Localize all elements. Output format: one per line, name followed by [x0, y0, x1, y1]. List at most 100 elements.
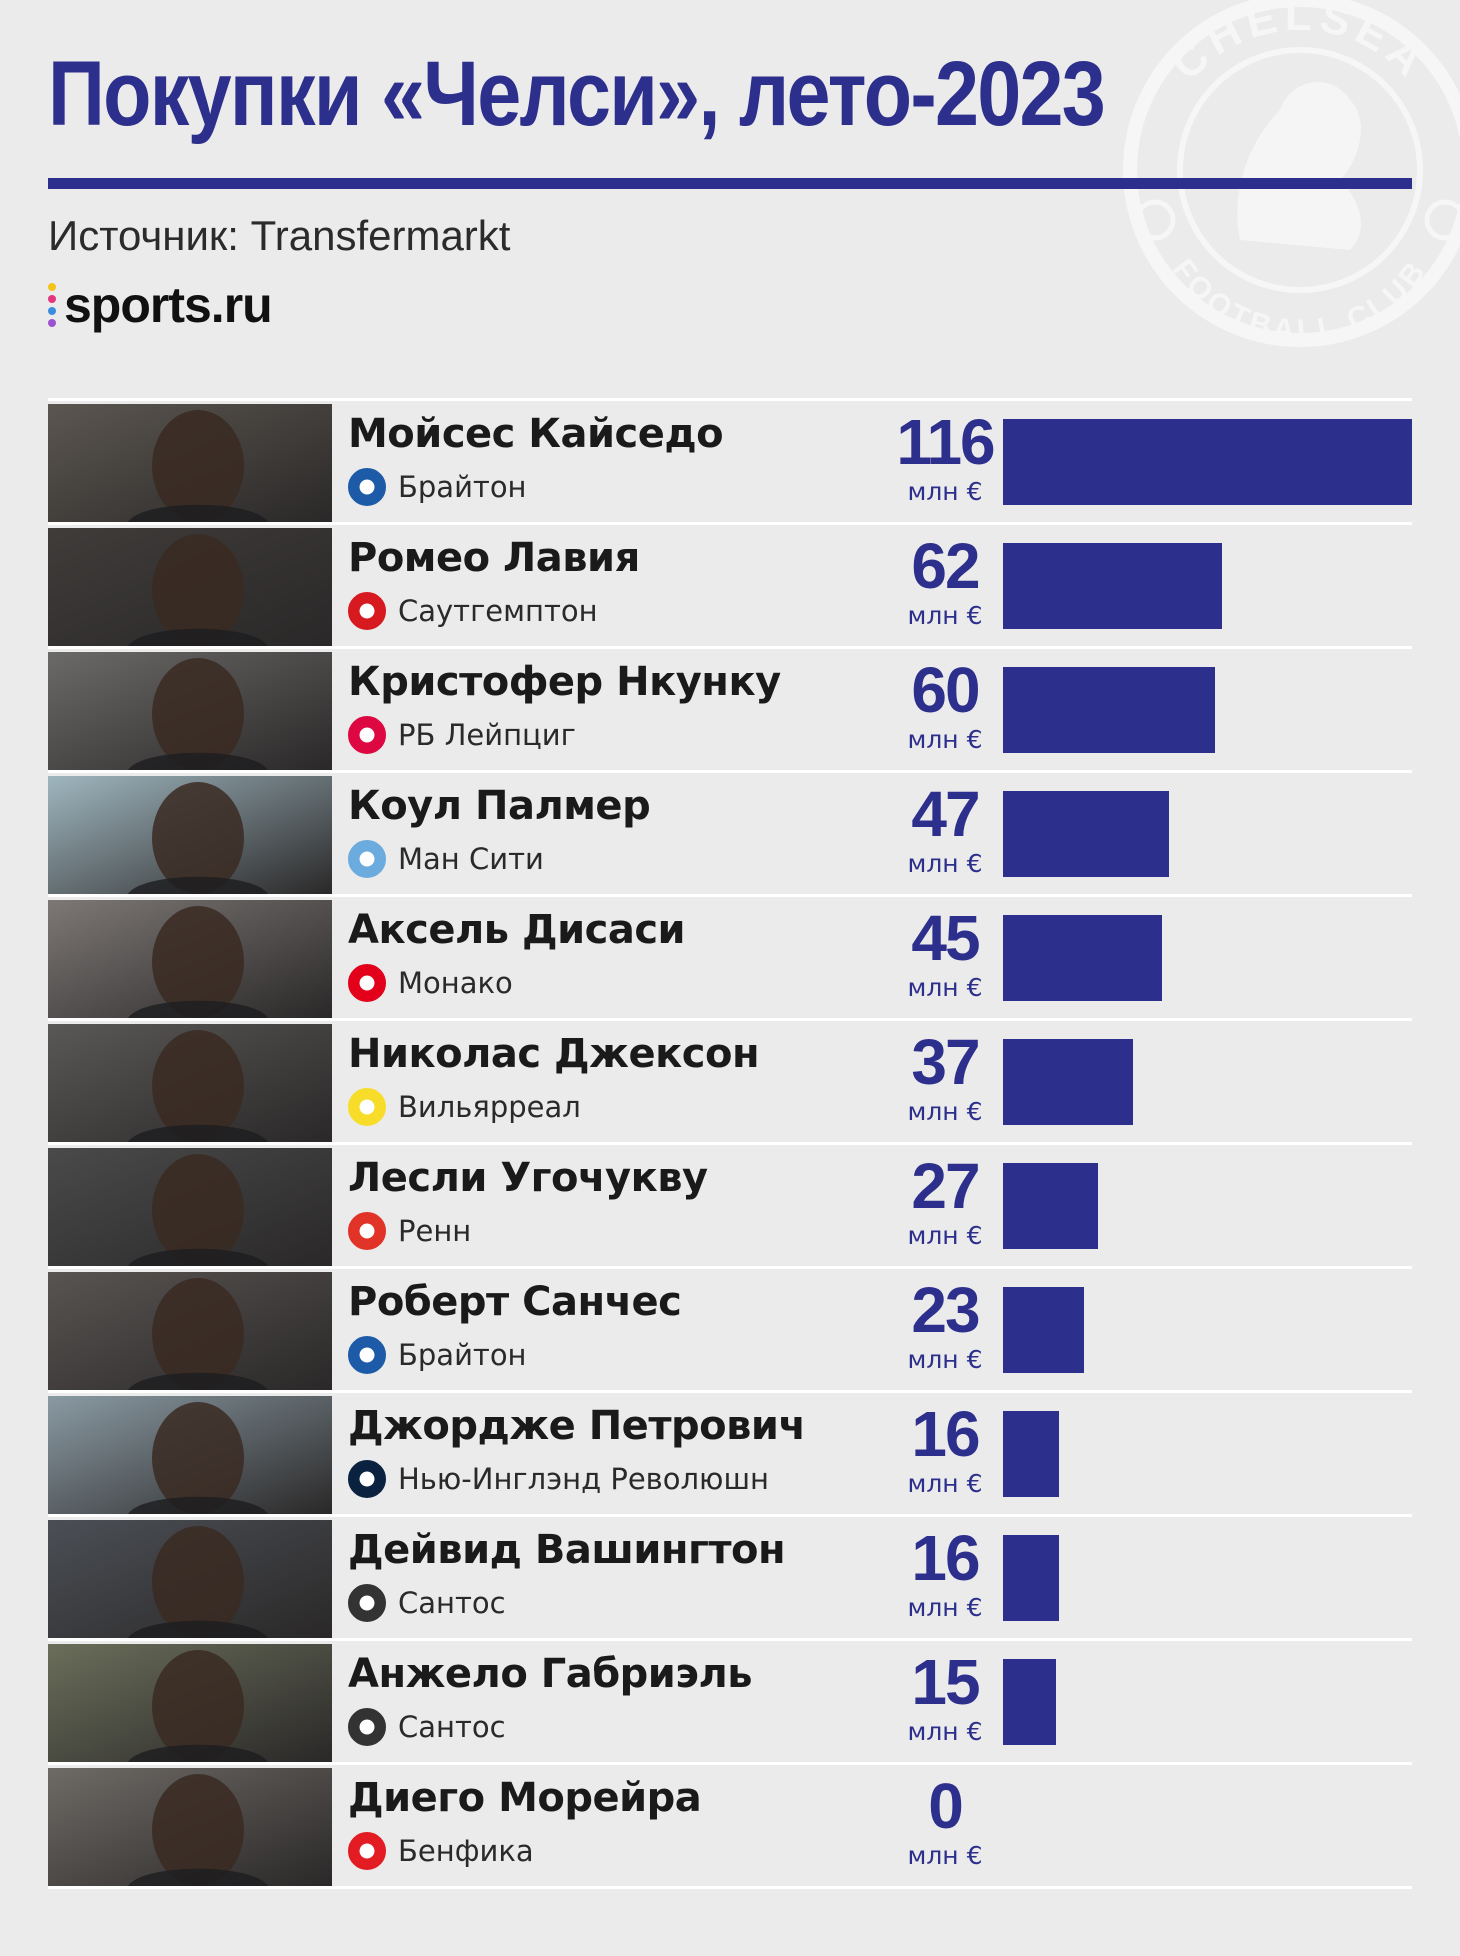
rennes-crest-icon — [348, 1212, 386, 1250]
rb-leipzig-crest-icon — [348, 716, 386, 754]
fee-bar — [1003, 1287, 1084, 1373]
club-name: Бенфика — [398, 1834, 534, 1868]
fee-value: 0 — [928, 1770, 964, 1842]
player-name: Николас Джексон — [348, 1031, 760, 1077]
man-city-crest-icon — [348, 840, 386, 878]
fee-bar — [1003, 419, 1412, 505]
fee-unit: млн € — [907, 1097, 983, 1126]
fee-value: 23 — [911, 1274, 980, 1346]
club-name: Брайтон — [398, 1338, 527, 1372]
player-name: Ромео Лавия — [348, 535, 640, 581]
fee-unit: млн € — [907, 1841, 983, 1870]
club-label: Бенфика — [348, 1831, 534, 1871]
fee-unit: млн € — [907, 849, 983, 878]
player-photo — [48, 1520, 332, 1638]
club-name: Сантос — [398, 1586, 506, 1620]
fee-bar — [1003, 543, 1222, 629]
player-photo — [48, 1768, 332, 1886]
player-name: Аксель Дисаси — [348, 907, 686, 953]
player-photo — [48, 900, 332, 1018]
logo-dot — [48, 295, 56, 303]
table-row: Анжело Габриэль Сантос 15 млн € — [48, 1641, 1412, 1765]
club-name: Сантос — [398, 1710, 506, 1744]
fee-unit: млн € — [907, 1345, 983, 1374]
club-name: Ман Сити — [398, 842, 544, 876]
player-name: Лесли Угочукву — [348, 1155, 708, 1201]
player-photo — [48, 1396, 332, 1514]
monaco-crest-icon — [348, 964, 386, 1002]
club-label: Нью-Инглэнд Революшн — [348, 1459, 769, 1499]
table-row: Аксель Дисаси Монако 45 млн € — [48, 897, 1412, 1021]
fee-unit: млн € — [907, 1221, 983, 1250]
fee-unit: млн € — [907, 1469, 983, 1498]
club-label: РБ Лейпциг — [348, 715, 576, 755]
player-name: Диего Морейра — [348, 1775, 702, 1821]
table-row: Мойсес Кайседо Брайтон 116 млн € — [48, 401, 1412, 525]
table-row: Джордже Петрович Нью-Инглэнд Революшн 16 мл… — [48, 1393, 1412, 1517]
chelsea-crest-watermark: CHELSEA FOOTBALL CLUB — [1123, 0, 1460, 347]
table-row: Кристофер Нкунку РБ Лейпциг 60 млн € — [48, 649, 1412, 773]
fee-value: 37 — [911, 1026, 980, 1098]
fee-unit: млн € — [907, 973, 983, 1002]
fee-value: 116 — [896, 406, 995, 478]
club-name: Саутгемптон — [398, 594, 598, 628]
club-label: Сантос — [348, 1583, 506, 1623]
club-label: Монако — [348, 963, 513, 1003]
club-name: Брайтон — [398, 470, 527, 504]
player-photo — [48, 1148, 332, 1266]
source-caption: Источник: Transfermarkt — [48, 212, 511, 259]
club-label: Сантос — [348, 1707, 506, 1747]
santos-crest-icon — [348, 1708, 386, 1746]
logo-text: sports.ru — [64, 277, 273, 333]
logo-dot — [48, 307, 56, 315]
fee-bar — [1003, 667, 1215, 753]
player-name: Джордже Петрович — [348, 1403, 806, 1449]
table-row: Николас Джексон Вильярреал 37 млн € — [48, 1021, 1412, 1145]
club-name: Вильярреал — [398, 1090, 581, 1124]
sports-ru-logo[interactable]: sports.ru — [48, 270, 273, 340]
fee-value: 60 — [911, 654, 980, 726]
southampton-crest-icon — [348, 592, 386, 630]
fee-value: 45 — [911, 902, 980, 974]
logo-dot — [48, 283, 56, 291]
logo-dots — [48, 283, 56, 327]
club-label: Брайтон — [348, 467, 527, 507]
player-photo — [48, 1272, 332, 1390]
svg-text:CHELSEA: CHELSEA — [1162, 0, 1438, 89]
player-name: Мойсес Кайседо — [348, 411, 724, 457]
fee-bar — [1003, 1659, 1056, 1745]
fee-value: 27 — [911, 1150, 980, 1222]
club-name: РБ Лейпциг — [398, 718, 576, 752]
club-name: Монако — [398, 966, 513, 1000]
player-photo — [48, 776, 332, 894]
fee-value: 47 — [911, 778, 980, 850]
benfica-crest-icon — [348, 1832, 386, 1870]
club-name: Ренн — [398, 1214, 472, 1248]
player-name: Роберт Санчес — [348, 1279, 682, 1325]
club-label: Ренн — [348, 1211, 471, 1251]
player-photo — [48, 1644, 332, 1762]
table-row: Роберт Санчес Брайтон 23 млн € — [48, 1269, 1412, 1393]
logo-dot — [48, 319, 56, 327]
player-name: Кристофер Нкунку — [348, 659, 781, 705]
fee-unit: млн € — [907, 1593, 983, 1622]
fee-value: 15 — [911, 1646, 980, 1718]
new-england-revolution-crest-icon — [348, 1460, 386, 1498]
player-photo — [48, 1024, 332, 1142]
club-name: Нью-Инглэнд Революшн — [398, 1462, 769, 1496]
fee-bar — [1003, 915, 1162, 1001]
svg-text:FOOTBALL CLUB: FOOTBALL CLUB — [1166, 253, 1434, 347]
fee-bar — [1003, 1535, 1059, 1621]
fee-bar — [1003, 1039, 1133, 1125]
fee-bar — [1003, 791, 1169, 877]
table-row: Лесли Угочукву Ренн 27 млн € — [48, 1145, 1412, 1269]
club-label: Вильярреал — [348, 1087, 581, 1127]
player-name: Дейвид Вашингтон — [348, 1527, 786, 1573]
club-label: Ман Сити — [348, 839, 544, 879]
fee-value: 62 — [911, 530, 980, 602]
player-photo — [48, 404, 332, 522]
brighton-crest-icon — [348, 468, 386, 506]
table-row: Диего Морейра Бенфика 0 млн € — [48, 1765, 1412, 1889]
transfer-list: Мойсес Кайседо Брайтон 116 млн € Ромео Лавия… — [48, 398, 1412, 1889]
player-photo — [48, 652, 332, 770]
